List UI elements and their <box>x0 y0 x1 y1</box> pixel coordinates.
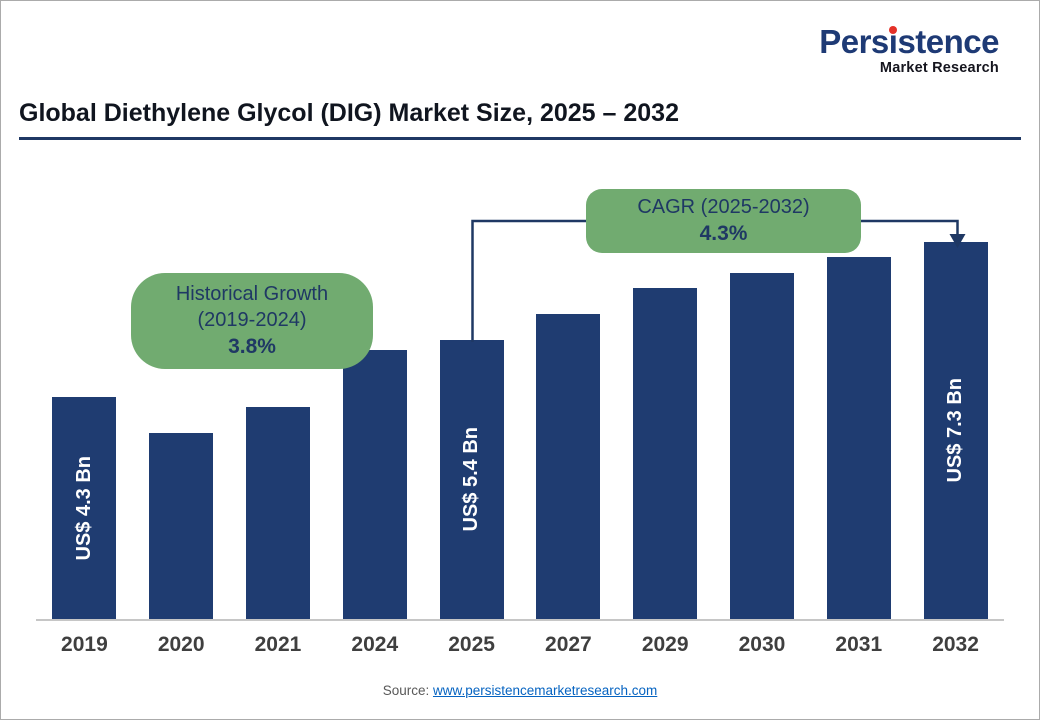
bar-column-2027 <box>520 314 617 619</box>
brand-subtitle: Market Research <box>879 60 999 76</box>
x-tick-label-2024: 2024 <box>351 633 399 656</box>
bar-column-2020 <box>133 433 230 619</box>
bar-column-2030 <box>714 273 811 619</box>
bar-2021 <box>245 407 310 619</box>
cagr-callout: CAGR (2025-2032) 4.3% <box>586 189 861 253</box>
brand-i-red-dot: i <box>888 23 898 60</box>
historical-growth-value: 3.8% <box>228 334 276 358</box>
source-link[interactable]: www.persistencemarketresearch.com <box>432 683 658 698</box>
bar-column-2031 <box>810 257 907 619</box>
bar-2024 <box>342 350 407 619</box>
bar-2025: US$ 5.4 Bn <box>439 340 504 619</box>
x-tick-label-2031: 2031 <box>835 633 883 656</box>
bar-2029 <box>633 288 698 619</box>
bar-column-2025: US$ 5.4 Bn <box>423 340 520 619</box>
bar-column-2032: US$ 7.3 Bn <box>907 242 1004 619</box>
brand-name: Persistence <box>819 25 999 58</box>
bar-2020 <box>149 433 214 619</box>
bar-column-2021 <box>230 407 327 619</box>
page-title: Global Diethylene Glycol (DIG) Market Si… <box>19 99 679 127</box>
bar-column-2029 <box>617 288 714 619</box>
x-axis-labels: 2019 2020 2021 2024 2025 2027 2029 2030 2031 2032 <box>36 621 1004 669</box>
cagr-value: 4.3% <box>699 221 748 245</box>
x-tick-label-2025: 2025 <box>448 633 495 656</box>
x-tick-label-2030: 2030 <box>738 633 786 656</box>
historical-growth-callout: Historical Growth (2019-2024) 3.8% <box>131 273 373 369</box>
bar-2030 <box>729 273 794 619</box>
brand-logo: Persistence Market Research <box>819 25 999 76</box>
bar-column-2024 <box>326 350 423 619</box>
historical-growth-line1: Historical Growth <box>175 282 329 305</box>
bar-column-2019: US$ 4.3 Bn <box>36 397 133 619</box>
bar-2027 <box>536 314 601 619</box>
bar-value-label-2019: US$ 4.3 Bn <box>72 455 95 561</box>
x-tick-label-2032: 2032 <box>932 633 979 656</box>
bar-chart: Historical Growth (2019-2024) 3.8% CAGR … <box>36 156 1004 669</box>
bar-value-label-2025: US$ 5.4 Bn <box>460 427 483 532</box>
brand-name-part: Pers <box>819 23 889 60</box>
x-tick-label-2021: 2021 <box>254 633 302 656</box>
bar-value-label-2032: US$ 7.3 Bn <box>944 378 967 483</box>
x-tick-label-2027: 2027 <box>545 633 592 656</box>
title-underline <box>19 137 1021 140</box>
source-line: Source: www.persistencemarketresearch.co… <box>1 683 1039 698</box>
x-tick-label-2019: 2019 <box>61 633 108 656</box>
cagr-line1: CAGR (2025-2032) <box>637 195 810 218</box>
bar-2032: US$ 7.3 Bn <box>923 242 988 619</box>
bar-2019: US$ 4.3 Bn <box>52 397 117 619</box>
title-block: Global Diethylene Glycol (DIG) Market Si… <box>19 99 1021 140</box>
historical-growth-line2: (2019-2024) <box>197 308 307 331</box>
brand-name-part: stence <box>897 23 999 60</box>
x-tick-label-2029: 2029 <box>641 633 689 656</box>
source-prefix: Source: <box>382 683 433 698</box>
x-tick-label-2020: 2020 <box>157 633 205 656</box>
bar-2031 <box>826 257 891 619</box>
